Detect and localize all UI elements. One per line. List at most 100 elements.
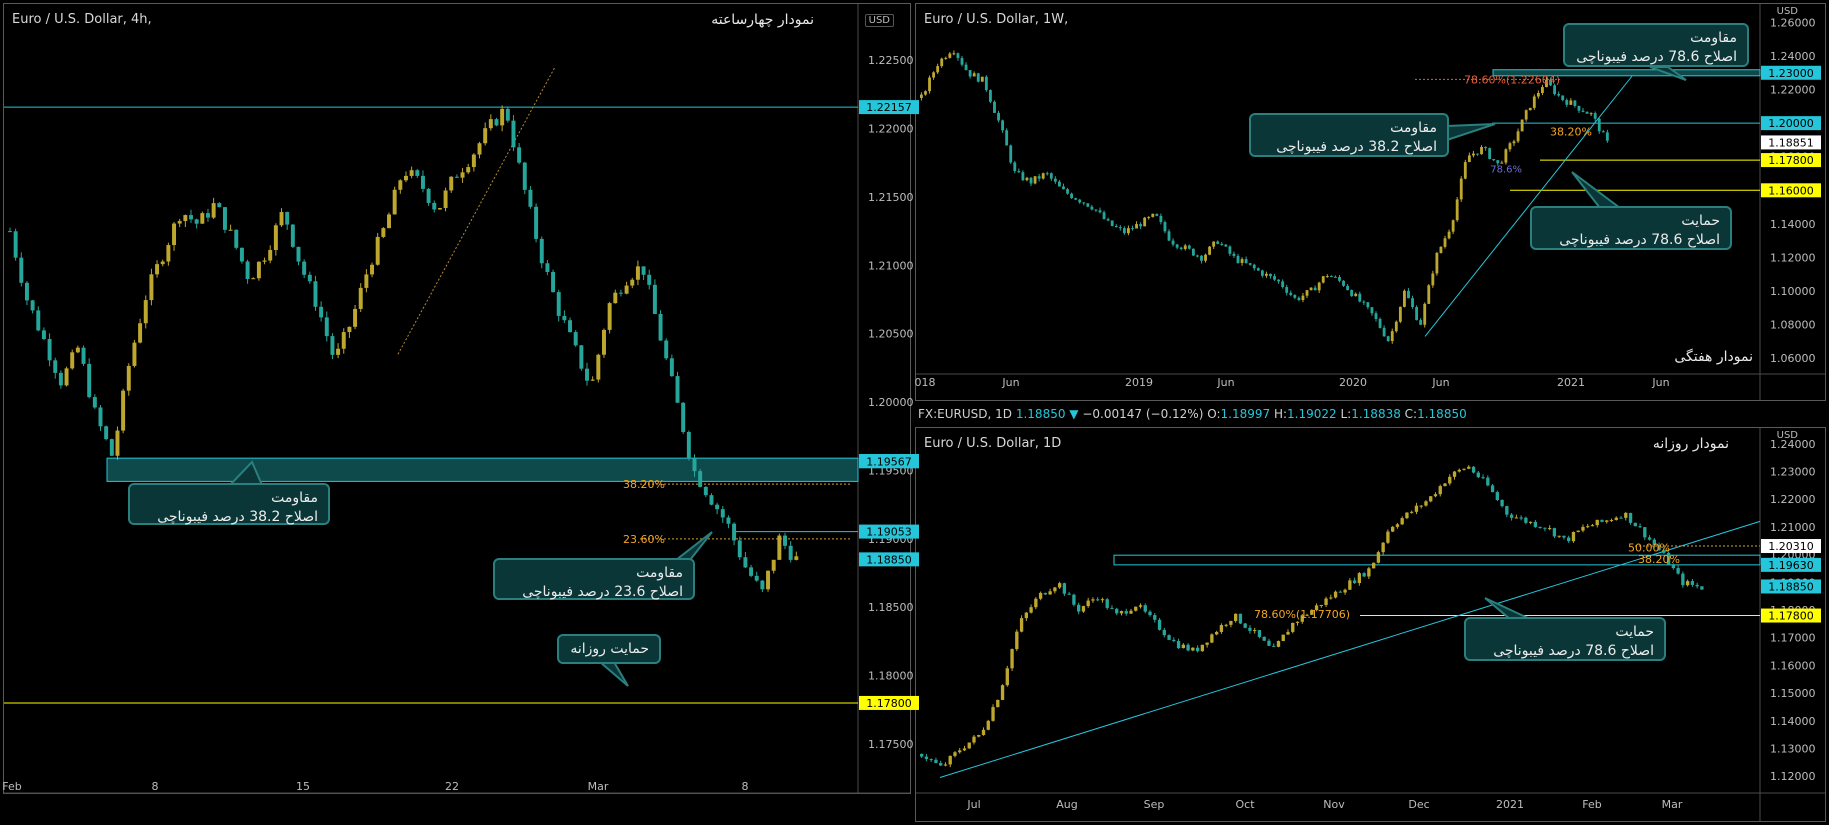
candle-body-4h — [437, 208, 442, 210]
candle-body-daily — [1448, 476, 1452, 484]
candle-body-4h — [522, 162, 527, 190]
candle-body-4h — [92, 397, 97, 408]
candle-body-weekly — [1532, 96, 1536, 108]
candle-body-daily — [1067, 593, 1071, 595]
candle-body-weekly — [1561, 95, 1565, 101]
price-tick-daily: 1.22000 — [1770, 493, 1816, 506]
chart-panel-daily[interactable]: Euro / U.S. Dollar, 1D نمودار روزانه USD — [915, 427, 1826, 822]
candle-body-daily — [1524, 517, 1528, 523]
fib-trend-line-4h — [397, 66, 556, 355]
candle-body-weekly — [972, 73, 976, 77]
candle-body-4h — [183, 215, 188, 222]
candle-body-daily — [1176, 641, 1181, 649]
price-badge-weekly — [1761, 153, 1821, 168]
candle-body-weekly — [1005, 130, 1009, 146]
price-tick-daily: 1.12000 — [1770, 770, 1816, 783]
candle-body-daily — [934, 759, 938, 763]
candle-body-weekly — [1175, 244, 1179, 248]
low-label: L: — [1340, 407, 1352, 421]
trendline-weekly — [1424, 75, 1633, 337]
candle-body-daily — [929, 759, 933, 761]
candle-body-daily — [1162, 629, 1166, 636]
candle-body-4h — [126, 365, 131, 391]
candle-body-weekly — [1187, 245, 1191, 249]
candle-body-daily — [1662, 550, 1666, 553]
chart-title-weekly: Euro / U.S. Dollar, 1W, — [924, 12, 1069, 27]
candle-body-daily — [1096, 599, 1100, 601]
candle-body-daily — [1643, 527, 1647, 538]
candle-body-weekly — [1236, 255, 1240, 263]
candle-body-daily — [1119, 611, 1124, 614]
candle-body-daily — [991, 707, 995, 721]
price-badge-label-4h: 1.18850 — [866, 553, 912, 566]
candle-body-weekly — [1378, 318, 1382, 328]
chart-panel-weekly[interactable]: Euro / U.S. Dollar, 1W, نمودار هفتگی USD — [915, 3, 1826, 401]
candle-body-4h — [398, 180, 403, 190]
candle-body-4h — [794, 556, 799, 560]
candle-body-4h — [47, 339, 52, 361]
candle-body-4h — [675, 376, 680, 403]
candle-body-4h — [511, 120, 516, 148]
candle-body-daily — [1443, 483, 1447, 487]
candle-body-4h — [217, 203, 222, 208]
candle-body-weekly — [948, 53, 952, 58]
high-value: 1.19022 — [1287, 407, 1337, 421]
candle-body-daily — [1581, 526, 1585, 531]
candle-body-4h — [409, 170, 414, 176]
candle-body-4h — [121, 390, 126, 431]
candle-body-daily — [1338, 591, 1342, 593]
candle-body-4h — [234, 229, 239, 248]
candle-body-weekly — [1524, 110, 1528, 120]
candle-body-4h — [206, 213, 210, 218]
callout-text: اصلاح 23.6 درصد فیبوناچی — [522, 584, 683, 600]
candle-body-weekly — [1346, 285, 1350, 291]
candle-body-daily — [1153, 615, 1157, 620]
candle-body-4h — [703, 486, 708, 496]
candle-body-weekly — [1090, 206, 1094, 210]
time-tick-daily: Feb — [1582, 798, 1601, 811]
candle-body-4h — [607, 303, 612, 330]
candle-body-weekly — [1281, 281, 1285, 288]
candle-body-weekly — [1220, 243, 1224, 245]
candle-body-4h — [341, 332, 346, 349]
candle-body-4h — [426, 188, 431, 203]
candle-body-weekly — [1244, 259, 1248, 264]
candle-body-4h — [624, 285, 629, 294]
close-label: C: — [1404, 407, 1418, 421]
candle-body-weekly — [1463, 162, 1467, 179]
candle-body-4h — [166, 245, 171, 262]
candle-body-4h — [477, 143, 482, 155]
chart-caption-daily: نمودار روزانه — [1652, 436, 1729, 452]
candle-body-daily — [981, 729, 986, 735]
candle-body-daily — [1671, 564, 1676, 569]
price-badge-4h — [859, 552, 919, 567]
candle-body-weekly — [1058, 181, 1061, 187]
currency-label-daily: USD — [1776, 430, 1798, 441]
candle-body-weekly — [1496, 160, 1500, 164]
candle-body-daily — [1219, 625, 1224, 632]
candle-body-daily — [1272, 645, 1276, 647]
candle-body-4h — [138, 323, 143, 343]
candle-body-4h — [517, 147, 522, 163]
candle-body-4h — [109, 439, 114, 456]
candle-body-daily — [1690, 581, 1695, 585]
candle-body-weekly — [1545, 79, 1548, 88]
candle-body-4h — [149, 274, 154, 301]
callout-title: مقاومت — [1690, 30, 1737, 46]
candle-body-4h — [460, 172, 465, 178]
candle-body-daily — [1181, 644, 1185, 649]
candle-body-weekly — [1191, 248, 1195, 256]
candle-body-weekly — [1098, 210, 1102, 213]
candle-body-weekly — [1386, 336, 1390, 342]
candle-body-daily — [1138, 605, 1143, 607]
candle-body-daily — [1191, 647, 1195, 651]
candle-body-daily — [972, 736, 976, 743]
candle-body-weekly — [1597, 118, 1601, 132]
price-badge-daily — [1761, 608, 1821, 623]
time-tick-daily: Oct — [1235, 798, 1255, 811]
candle-body-daily — [1557, 535, 1561, 537]
candle-body-daily — [1500, 499, 1504, 507]
candle-body-daily — [953, 752, 957, 756]
price-tick-weekly: 1.06000 — [1770, 352, 1816, 365]
candle-body-4h — [551, 271, 556, 293]
